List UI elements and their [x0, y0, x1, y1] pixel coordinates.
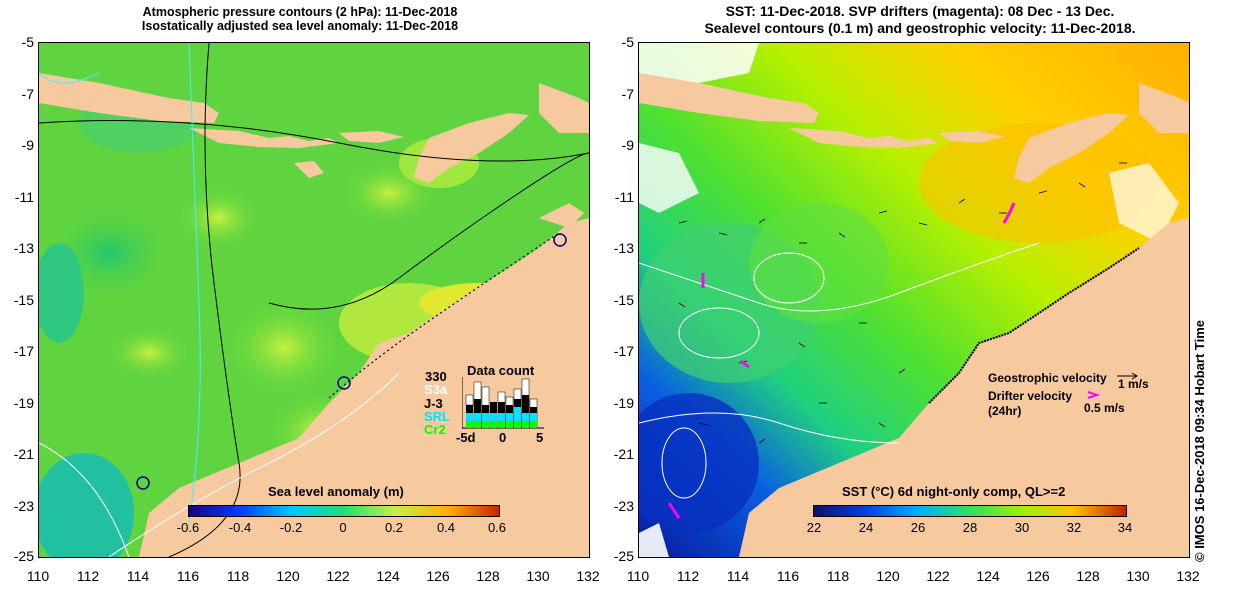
- histogram-bars: [465, 378, 538, 429]
- right-xtick: 130: [1126, 568, 1150, 584]
- sst-map-graphic: [639, 43, 1189, 557]
- left-xtick: 130: [526, 568, 550, 584]
- right-ytick: -15: [613, 292, 634, 308]
- left-xtick: 118: [226, 568, 250, 584]
- right-ytick: -5: [621, 34, 634, 50]
- drifter-velocity-value: 0.5 m/s: [1084, 401, 1125, 415]
- mission-cr2: Cr2: [424, 422, 446, 437]
- mission-j3: J-3: [424, 396, 443, 411]
- left-xtick: 132: [576, 568, 600, 584]
- left-title-line1: Atmospheric pressure contours (2 hPa): 1…: [142, 5, 458, 19]
- geostrophic-velocity-value: 1 m/s: [1118, 377, 1149, 391]
- right-ytick: -19: [613, 395, 634, 411]
- sla-colorbar-tick: 0.4: [436, 520, 456, 535]
- right-ytick: -11: [614, 189, 634, 205]
- sst-colorbar-tick: 22: [806, 520, 822, 535]
- sst-colorbar-tick: 28: [962, 520, 978, 535]
- sea-level-anomaly-map[interactable]: [38, 42, 590, 558]
- left-xtick: 126: [426, 568, 450, 584]
- data-count-max: 330: [425, 369, 447, 384]
- left-ytick: -23: [13, 498, 34, 514]
- sla-colorbar: [188, 505, 500, 517]
- sla-colorbar-label: Sea level anomaly (m): [268, 484, 404, 499]
- right-ytick: -13: [613, 240, 634, 256]
- right-ytick: -9: [621, 137, 634, 153]
- left-xtick: 124: [376, 568, 400, 584]
- sla-colorbar-tick: 0.6: [487, 520, 507, 535]
- left-ytick: -11: [14, 189, 34, 205]
- sst-colorbar-tick: 34: [1117, 520, 1133, 535]
- sst-colorbar-tick: 24: [858, 520, 874, 535]
- left-ytick: -19: [13, 395, 34, 411]
- sla-colorbar-tick: -0.6: [176, 520, 200, 535]
- right-xtick: 122: [926, 568, 950, 584]
- left-xtick: 122: [326, 568, 350, 584]
- sst-colorbar-tick: 30: [1014, 520, 1030, 535]
- right-xtick: 116: [776, 568, 800, 584]
- left-xtick: 120: [276, 568, 300, 584]
- right-ytick: -23: [613, 498, 634, 514]
- drifter-velocity-period: (24hr): [988, 404, 1022, 418]
- right-xtick: 132: [1176, 568, 1200, 584]
- left-ytick: -9: [21, 137, 34, 153]
- right-xtick: 120: [876, 568, 900, 584]
- right-xtick: 128: [1076, 568, 1100, 584]
- sla-colorbar-tick: -0.2: [279, 520, 303, 535]
- sst-colorbar-tick: 32: [1066, 520, 1082, 535]
- right-ytick: -25: [613, 548, 634, 564]
- right-xtick: 110: [626, 568, 650, 584]
- left-xtick: 114: [126, 568, 150, 584]
- left-ytick: -13: [13, 240, 34, 256]
- left-ytick: -25: [13, 548, 34, 564]
- left-xtick: 116: [176, 568, 200, 584]
- right-ytick: -21: [613, 446, 634, 462]
- right-xtick: 114: [726, 568, 750, 584]
- right-ytick: -17: [613, 343, 634, 359]
- geostrophic-arrow-icon: [1117, 372, 1138, 380]
- mission-s3a: S3a: [424, 382, 448, 397]
- right-xtick: 124: [976, 568, 1000, 584]
- drifter-velocity-label: Drifter velocity: [988, 389, 1073, 403]
- left-ytick: -21: [13, 446, 34, 462]
- data-count-axis-end: 5: [536, 430, 544, 445]
- data-count-axis-start: -5d: [456, 430, 476, 445]
- drifter-arrow-icon: [1087, 391, 1100, 399]
- left-ytick: -7: [21, 86, 34, 102]
- sla-map-graphic: [39, 43, 589, 557]
- sst-colorbar-tick: 26: [910, 520, 926, 535]
- right-xtick: 118: [826, 568, 850, 584]
- right-title-line2: Sealevel contours (0.1 m) and geostrophi…: [704, 20, 1136, 36]
- left-title-line2: Isostatically adjusted sea level anomaly…: [141, 19, 459, 33]
- data-count-title: Data count: [467, 363, 535, 378]
- left-ytick: -17: [13, 343, 34, 359]
- sla-colorbar-tick: 0: [339, 520, 347, 535]
- sst-colorbar: [813, 505, 1127, 517]
- data-count-axis-mid: 0: [499, 430, 507, 445]
- left-ytick: -5: [21, 34, 34, 50]
- sla-colorbar-tick: 0.2: [384, 520, 404, 535]
- left-xtick: 112: [76, 568, 100, 584]
- imos-credit: © IMOS 16-Dec-2018 09:34 Hobart Time: [1192, 320, 1207, 562]
- data-count-histogram: [462, 377, 544, 429]
- right-ytick: -7: [621, 86, 634, 102]
- sla-colorbar-tick: -0.4: [228, 520, 252, 535]
- right-xtick: 126: [1026, 568, 1050, 584]
- sst-map[interactable]: [638, 42, 1190, 558]
- geostrophic-velocity-label: Geostrophic velocity: [988, 371, 1107, 385]
- left-ytick: -15: [13, 292, 34, 308]
- mission-srl: SRL: [424, 409, 450, 424]
- left-xtick: 110: [26, 568, 50, 584]
- right-xtick: 112: [676, 568, 700, 584]
- sst-colorbar-label: SST (°C) 6d night-only comp, QL>=2: [842, 484, 1066, 499]
- left-xtick: 128: [476, 568, 500, 584]
- right-title-line1: SST: 11-Dec-2018. SVP drifters (magenta)…: [725, 3, 1115, 19]
